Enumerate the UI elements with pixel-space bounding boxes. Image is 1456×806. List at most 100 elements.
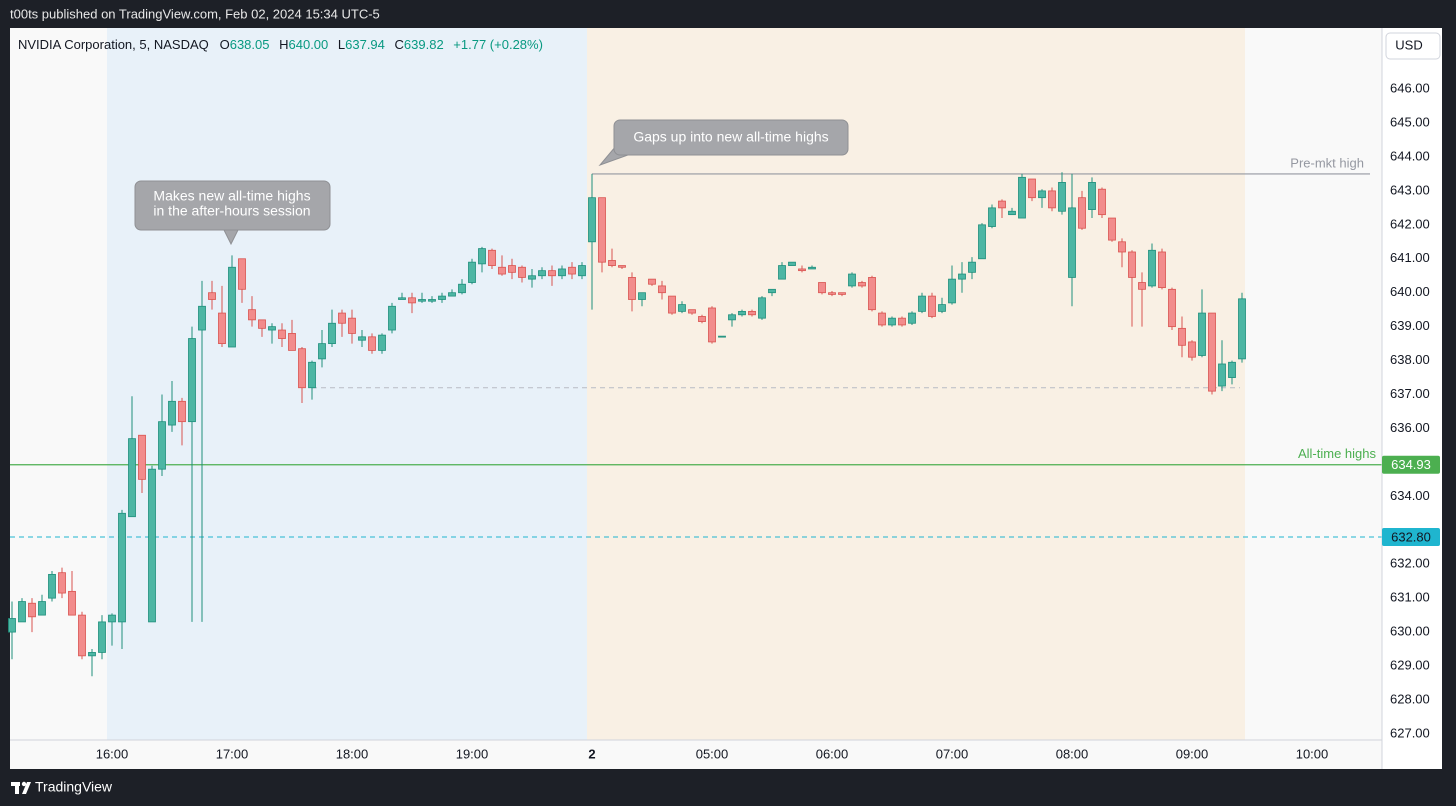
candle-body bbox=[298, 348, 306, 389]
y-tick-label: 627.00 bbox=[1390, 725, 1430, 740]
candle-body bbox=[1098, 188, 1106, 216]
y-tick-label: 638.00 bbox=[1390, 352, 1430, 367]
candle-body bbox=[948, 278, 956, 304]
candle-body bbox=[548, 270, 556, 277]
candle-body bbox=[68, 590, 76, 616]
y-tick-label: 640.00 bbox=[1390, 284, 1430, 299]
y-tick-label: 631.00 bbox=[1390, 590, 1430, 605]
candle-body bbox=[528, 275, 536, 280]
candle-body bbox=[1018, 176, 1026, 219]
y-tick-label: 629.00 bbox=[1390, 657, 1430, 672]
candle-body bbox=[578, 265, 586, 277]
price-axis-bg bbox=[1382, 28, 1442, 769]
candle-body bbox=[78, 614, 86, 657]
candle-body bbox=[98, 621, 106, 653]
candle-body bbox=[8, 618, 16, 633]
candle-body bbox=[738, 310, 746, 316]
x-tick-label: 08:00 bbox=[1056, 746, 1089, 761]
candle-body bbox=[828, 292, 836, 295]
candle-body bbox=[168, 400, 176, 426]
candle-body bbox=[1038, 190, 1046, 199]
candle-body bbox=[38, 601, 46, 616]
candle-body bbox=[888, 317, 896, 326]
candle-body bbox=[938, 304, 946, 312]
candle-body bbox=[378, 334, 386, 351]
candle-body bbox=[718, 335, 726, 338]
candle-body bbox=[698, 316, 706, 322]
y-tick-label: 646.00 bbox=[1390, 81, 1430, 96]
candle-body bbox=[158, 421, 166, 470]
candle-body bbox=[818, 282, 826, 294]
candle-body bbox=[328, 322, 336, 345]
candle-body bbox=[1208, 312, 1216, 392]
candle-body bbox=[318, 343, 326, 360]
candle-body bbox=[688, 309, 696, 314]
candle-body bbox=[1178, 327, 1186, 346]
candle-body bbox=[398, 297, 406, 300]
candle-body bbox=[1198, 312, 1206, 356]
candle-body bbox=[658, 285, 666, 294]
candle-body bbox=[1218, 363, 1226, 387]
candle-body bbox=[1028, 178, 1036, 199]
y-tick-label: 628.00 bbox=[1390, 691, 1430, 706]
candle-body bbox=[628, 277, 636, 300]
x-tick-label: 17:00 bbox=[216, 746, 249, 761]
candle-body bbox=[798, 268, 806, 272]
y-tick-label: 636.00 bbox=[1390, 420, 1430, 435]
candle-body bbox=[338, 312, 346, 324]
candles bbox=[8, 172, 1246, 677]
candle-body bbox=[138, 434, 146, 480]
candle-body bbox=[178, 400, 186, 423]
x-tick-label: 09:00 bbox=[1176, 746, 1209, 761]
currency[interactable]: USD bbox=[1395, 37, 1422, 52]
candle-body bbox=[878, 312, 886, 326]
candle-body bbox=[18, 601, 26, 623]
candle-body bbox=[558, 268, 566, 277]
x-tick-label: 10:00 bbox=[1296, 746, 1329, 761]
candle-body bbox=[898, 317, 906, 326]
x-tick-label: 18:00 bbox=[336, 746, 369, 761]
sessions bbox=[107, 28, 1245, 740]
candle-body bbox=[128, 438, 136, 518]
y-tick-label: 641.00 bbox=[1390, 250, 1430, 265]
currency-box[interactable] bbox=[1385, 32, 1441, 60]
candle-body bbox=[908, 312, 916, 324]
y-tick-label: 642.00 bbox=[1390, 216, 1430, 231]
legend-key: L bbox=[337, 37, 346, 52]
callout-box bbox=[134, 180, 331, 231]
session-bg bbox=[107, 28, 587, 740]
x-tick-label: 2 bbox=[588, 746, 595, 761]
x-tick-label: 06:00 bbox=[816, 746, 849, 761]
candle-body bbox=[588, 197, 596, 243]
candle-body bbox=[1108, 217, 1116, 241]
candle-body bbox=[118, 512, 126, 623]
candle-body bbox=[1058, 182, 1066, 212]
candle-body bbox=[348, 317, 356, 334]
candle-body bbox=[368, 336, 376, 351]
level-label: Pre-mkt high bbox=[1290, 155, 1364, 170]
brand-logo bbox=[11, 781, 31, 794]
candle-body bbox=[668, 295, 676, 314]
candle-body bbox=[598, 197, 606, 263]
callout-text: in the after-hours session bbox=[153, 203, 310, 219]
candle-body bbox=[1008, 210, 1016, 216]
candle-body bbox=[768, 288, 776, 294]
candle-body bbox=[28, 602, 36, 618]
candle-body bbox=[88, 652, 96, 657]
y-tick-label: 632.00 bbox=[1390, 556, 1430, 571]
candle-body bbox=[488, 249, 496, 266]
candle-body bbox=[1078, 197, 1086, 229]
candle-body bbox=[568, 266, 576, 275]
price-tag-label: 634.93 bbox=[1391, 457, 1431, 472]
legend-key: C bbox=[394, 37, 404, 52]
candle-body bbox=[858, 282, 866, 287]
price-tag bbox=[1382, 455, 1440, 474]
candle-body bbox=[1158, 251, 1166, 289]
candle-body bbox=[108, 614, 116, 623]
candle-body bbox=[778, 265, 786, 280]
candle-body bbox=[638, 292, 646, 300]
y-tick-label: 645.00 bbox=[1390, 114, 1430, 129]
brand: TradingView bbox=[35, 779, 113, 795]
